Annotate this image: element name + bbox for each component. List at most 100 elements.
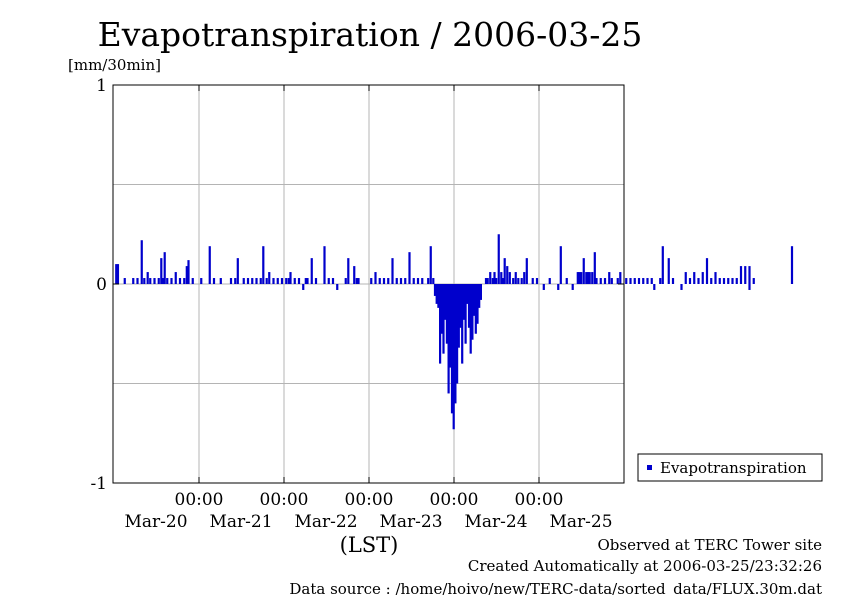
bar: [790, 246, 794, 284]
x-tick-label-time: 00:00: [260, 490, 309, 510]
legend-box: [637, 453, 823, 482]
bar: [208, 246, 211, 284]
bar: [391, 258, 394, 284]
bar: [586, 272, 590, 284]
bar: [450, 284, 454, 414]
bar: [236, 258, 239, 284]
bar: [535, 278, 539, 284]
bar: [653, 284, 656, 290]
bar: [191, 278, 194, 284]
bar: [646, 278, 649, 284]
bar: [262, 246, 265, 284]
x-tick-label-date: Mar-23: [379, 512, 442, 532]
bar: [752, 278, 755, 284]
bar: [514, 272, 517, 284]
bar: [404, 278, 407, 284]
bars: [115, 234, 794, 430]
bar: [432, 278, 435, 284]
bar: [234, 278, 237, 284]
legend-swatch: [647, 465, 652, 470]
bar: [251, 278, 254, 284]
bar: [495, 278, 498, 284]
bar: [331, 278, 335, 284]
bar: [548, 278, 551, 284]
x-tick-label-date: Mar-20: [124, 512, 187, 532]
bar: [449, 284, 452, 368]
bar: [280, 278, 284, 284]
bar: [595, 278, 598, 284]
bar: [115, 264, 118, 284]
bar: [542, 284, 545, 290]
bar: [187, 260, 190, 284]
bar: [160, 258, 163, 284]
bar: [642, 278, 645, 284]
bar: [433, 284, 437, 296]
bar: [440, 284, 443, 334]
bar: [399, 278, 403, 284]
bar: [146, 272, 149, 284]
bar: [445, 284, 448, 344]
bar: [484, 278, 488, 284]
bar: [427, 278, 430, 284]
bar: [466, 284, 469, 304]
bar: [610, 278, 613, 284]
bar: [476, 284, 479, 324]
bar: [382, 278, 386, 284]
data-source-note: Data source : /home/hoivo/new/TERC-data/…: [289, 580, 822, 595]
bar: [136, 278, 139, 284]
bar: [501, 278, 505, 284]
bar: [370, 278, 373, 284]
bar: [531, 278, 534, 284]
bar: [442, 284, 445, 354]
bar: [336, 284, 339, 290]
bar: [603, 278, 607, 284]
bar: [163, 252, 166, 284]
bar: [246, 278, 250, 284]
bar: [344, 278, 347, 284]
bar: [467, 284, 471, 328]
bar: [489, 272, 492, 284]
bar: [437, 284, 440, 308]
bar: [582, 258, 585, 284]
bar: [701, 272, 704, 284]
bar: [276, 278, 279, 284]
bar: [633, 278, 636, 284]
bar: [503, 258, 506, 284]
bar: [178, 278, 182, 284]
bar: [727, 278, 730, 284]
bar: [474, 284, 477, 334]
bar: [591, 272, 594, 284]
x-tick-label-date: Mar-21: [209, 512, 272, 532]
bar: [693, 272, 696, 284]
bar: [170, 278, 173, 284]
bar: [149, 278, 152, 284]
bar: [302, 284, 305, 290]
bar: [718, 278, 721, 284]
bar: [576, 272, 579, 284]
bar: [416, 278, 420, 284]
bar: [166, 278, 169, 284]
bar: [439, 284, 442, 364]
grid: [113, 85, 624, 483]
bar: [408, 252, 411, 284]
bar: [471, 284, 474, 340]
bar: [506, 266, 509, 284]
bar: [464, 284, 467, 344]
bar: [153, 278, 156, 284]
bar: [469, 284, 472, 354]
bar: [491, 278, 494, 284]
bar: [293, 278, 296, 284]
bar: [684, 272, 687, 284]
bar: [287, 278, 290, 284]
bar: [132, 278, 135, 284]
bar: [580, 272, 583, 284]
bar: [625, 278, 628, 284]
bar: [355, 278, 358, 284]
bar: [557, 284, 560, 290]
bar: [599, 278, 602, 284]
bar: [593, 252, 596, 284]
bar: [667, 258, 670, 284]
bar: [735, 278, 738, 284]
x-tick-label-date: Mar-22: [294, 512, 357, 532]
